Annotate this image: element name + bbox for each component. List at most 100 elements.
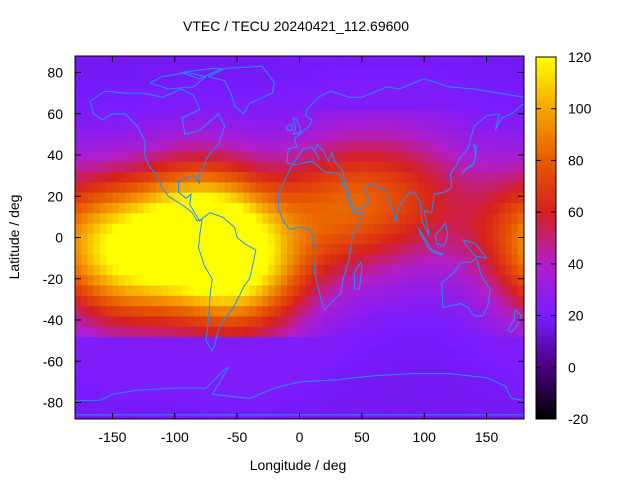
heat-cell [417,119,425,131]
heat-cell [430,78,438,90]
heat-cell [411,254,419,265]
heat-cell [436,130,444,142]
heat-cell [455,295,463,307]
heat-cell [305,295,313,307]
heat-cell [393,388,400,399]
heat-cell [156,377,163,389]
heat-cell [442,89,450,100]
heat-cell [467,346,475,358]
heat-cell [455,109,463,121]
heat-cell [361,274,369,286]
heat-cell [324,326,332,338]
heat-cell [149,315,157,327]
heat-cell [168,150,176,162]
heat-cell [224,284,232,296]
heat-cell [205,161,213,173]
heat-cell [361,295,369,307]
heat-cell [330,295,338,307]
heat-cell [124,254,132,265]
heat-cell [230,223,238,234]
heat-cell [274,264,282,276]
heat-cell [249,223,257,234]
heat-cell [511,274,519,286]
heat-cell [455,388,463,399]
heat-cell [268,140,276,152]
heat-cell [311,305,319,317]
heat-cell [174,408,182,419]
heat-cell [474,264,481,276]
heat-cell [174,212,182,224]
heat-cell [174,99,182,111]
heat-cell [187,99,195,111]
heat-cell [305,181,313,193]
heat-cell [181,346,188,358]
heat-cell [343,357,350,369]
heat-cell [411,233,419,245]
heat-cell [405,398,413,410]
heat-cell [93,58,101,69]
heat-cell [461,78,469,90]
heat-cell [380,150,388,162]
heat-cell [399,181,407,193]
heat-cell [143,367,151,379]
heat-cell [137,109,145,121]
heat-cell [299,202,307,214]
heat-cell [474,305,481,317]
heat-cell [511,192,519,204]
heat-cell [374,357,382,369]
heat-cell [455,357,463,369]
heat-cell [230,408,238,419]
heat-cell [212,305,220,317]
heat-cell [405,254,413,265]
heat-cell [405,181,413,193]
heat-cell [511,140,519,152]
heat-cell [93,181,101,193]
heat-cell [486,315,494,327]
heat-cell [106,336,114,348]
heat-cell [156,212,163,224]
heat-cell [106,56,114,59]
heat-cell [87,68,95,80]
heat-cell [224,408,232,419]
heat-cell [411,305,419,317]
heat-cell [168,233,176,245]
heat-cell [193,192,201,204]
heat-cell [461,243,469,255]
heat-cell [187,58,195,69]
heat-cell [343,223,350,234]
heat-cell [405,367,413,379]
heat-cell [99,161,107,173]
heat-cell [380,408,388,419]
heat-cell [324,58,332,69]
heat-cell [205,233,213,245]
heat-cell [424,161,432,173]
heat-cell [81,243,89,255]
heat-cell [405,223,413,234]
heat-cell [455,99,463,111]
heat-cell [243,264,251,276]
heat-cell [343,89,350,100]
heat-cell [131,305,138,317]
heat-cell [330,89,338,100]
heat-cell [137,284,145,296]
heat-cell [181,140,188,152]
heat-cell [106,295,114,307]
heat-cell [355,398,363,410]
heat-cell [449,212,457,224]
heat-cell [499,181,506,193]
heat-cell [118,109,126,121]
heat-cell [156,346,163,358]
heat-cell [224,398,232,410]
heat-cell [517,161,524,173]
heat-cell [174,243,182,255]
heat-cell [442,284,450,296]
heat-cell [336,315,344,327]
heat-cell [442,243,450,255]
colorbar-tick-label: -20 [568,411,588,427]
heat-cell [411,109,419,121]
heat-cell [112,408,120,419]
heat-cell [268,377,276,389]
heat-cell [237,346,244,358]
heat-cell [174,161,182,173]
heat-cell [237,243,244,255]
